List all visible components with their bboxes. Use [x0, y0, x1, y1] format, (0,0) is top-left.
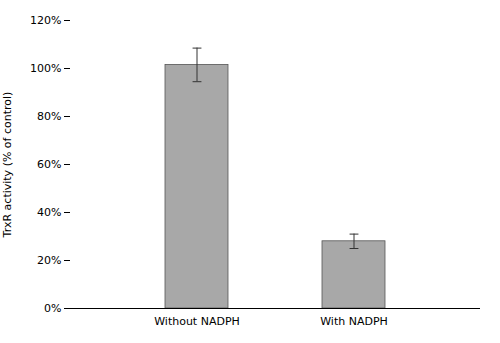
svg-text:TrxR activity (% of control): TrxR activity (% of control): [1, 92, 14, 239]
svg-text:0%: 0%: [44, 302, 61, 315]
svg-text:With NADPH: With NADPH: [320, 315, 388, 328]
svg-text:100%: 100%: [30, 62, 61, 75]
svg-text:40%: 40%: [37, 206, 61, 219]
svg-text:120%: 120%: [30, 14, 61, 27]
svg-text:Without NADPH: Without NADPH: [154, 315, 240, 328]
svg-text:60%: 60%: [37, 158, 61, 171]
svg-text:80%: 80%: [37, 110, 61, 123]
svg-text:20%: 20%: [37, 254, 61, 267]
